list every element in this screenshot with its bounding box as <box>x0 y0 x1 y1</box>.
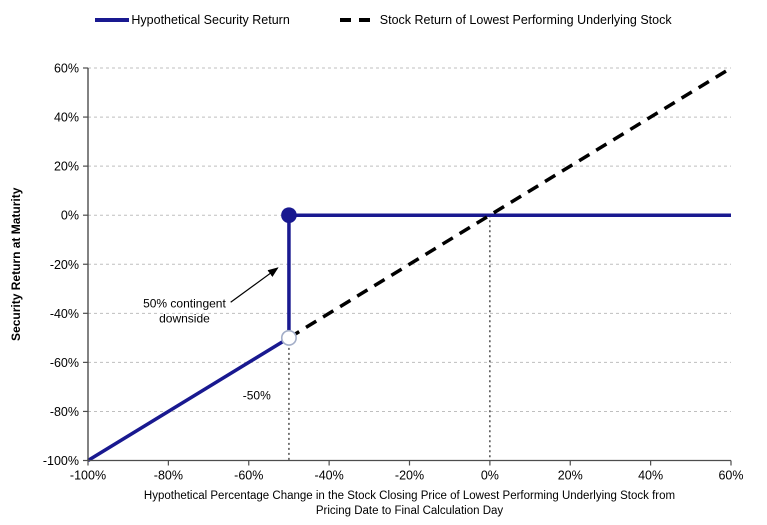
y-tick-label-40: 40% <box>54 111 79 125</box>
y-tick-label--40: -40% <box>50 307 79 321</box>
annotation-contingent-downside-line-1: 50% contingent <box>143 297 226 311</box>
x-tick-label--100: -100% <box>70 469 106 483</box>
legend-dashed-line-swatch <box>339 18 378 22</box>
marker-filled-circle <box>281 207 297 223</box>
axes-layer: -100% -80% -60% -40% -20% 0% 20% 40% 60% -100% -80… <box>9 62 744 518</box>
y-tick-label--100: -100% <box>43 454 79 468</box>
marker-open-circle <box>280 329 297 346</box>
y-tick-label-60: 60% <box>54 62 79 76</box>
legend-item-hypothetical-security-return: Hypothetical Security Return <box>95 13 290 27</box>
x-axis-title-line-1: Hypothetical Percentage Change in the St… <box>144 490 675 502</box>
gridlines-layer <box>88 67 731 412</box>
chart-legend: Hypothetical Security Return Stock Retur… <box>0 13 767 27</box>
series-layer <box>87 66 732 462</box>
x-tick-label-40: 40% <box>638 469 663 483</box>
guide-lines-layer <box>288 215 491 461</box>
annotation-contingent-downside-line-2: downside <box>159 312 210 326</box>
y-tick-label-20: 20% <box>54 160 79 174</box>
x-tick-label-60: 60% <box>718 469 743 483</box>
x-tick-label--20: -20% <box>395 469 424 483</box>
x-tick-label-20: 20% <box>558 469 583 483</box>
y-axis-title: Security Return at Maturity <box>9 187 23 341</box>
markers-layer <box>280 207 297 346</box>
annotation-barrier-level-label-line-1: -50% <box>243 388 271 402</box>
series-hypothetical-security-return <box>87 213 731 462</box>
x-axis-title-line-2: Pricing Date to Final Calculation Day <box>316 505 504 517</box>
x-tick-label-0: 0% <box>481 469 499 483</box>
series-stock-return-of-lowest-performing-underlying-stock <box>288 66 732 340</box>
legend-label-hypothetical-security-return: Hypothetical Security Return <box>131 13 290 27</box>
legend-solid-line-swatch <box>95 18 130 22</box>
annotation-contingent-downside-arrow <box>230 267 279 303</box>
y-tick-label--60: -60% <box>50 356 79 370</box>
legend-item-lowest-performing-stock: Stock Return of Lowest Performing Underl… <box>339 13 672 27</box>
y-tick-label--20: -20% <box>50 258 79 272</box>
x-tick-label--40: -40% <box>315 469 344 483</box>
x-tick-label--60: -60% <box>234 469 263 483</box>
y-tick-label--80: -80% <box>50 405 79 419</box>
legend-label-lowest-performing-stock: Stock Return of Lowest Performing Underl… <box>379 13 672 27</box>
y-tick-label-0: 0% <box>61 209 79 223</box>
x-tick-label--80: -80% <box>154 469 183 483</box>
